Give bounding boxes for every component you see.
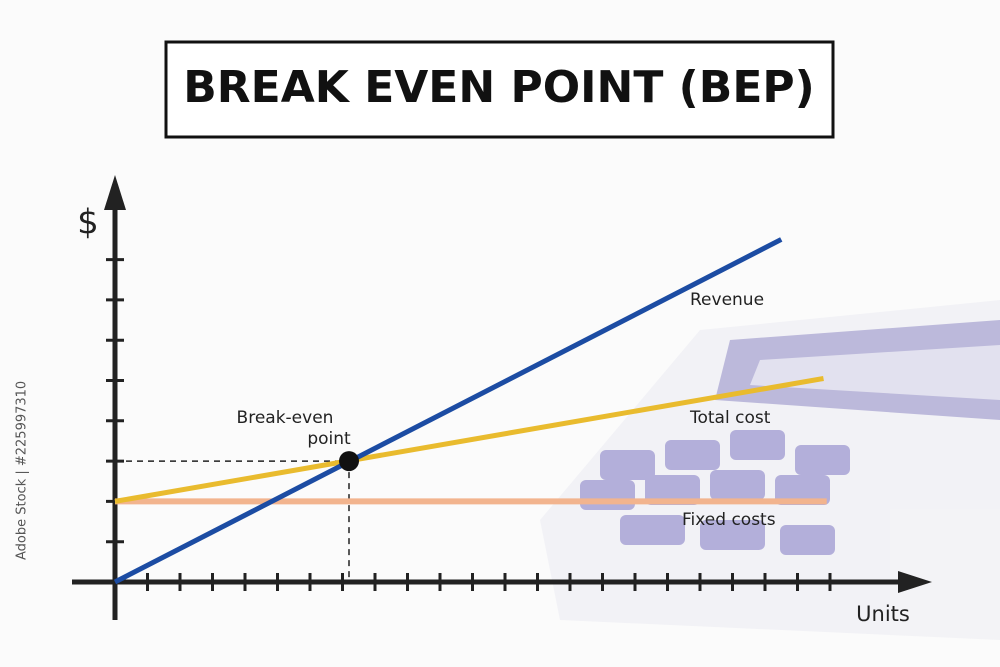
series-label: Total cost	[689, 408, 771, 428]
watermark: Adobe Stock | #225997310	[15, 381, 30, 560]
title-box	[164, 40, 835, 139]
series-line	[114, 376, 824, 504]
break-even-label: point	[307, 429, 351, 449]
break-even-label: Break-even	[237, 408, 334, 428]
series-label: Revenue	[690, 290, 764, 310]
calculator-backdrop	[540, 300, 1000, 640]
series-line	[113, 237, 783, 585]
y-axis-label: $	[77, 203, 99, 243]
x-axis-label: Units	[856, 602, 910, 626]
series-label: Fixed costs	[682, 510, 776, 530]
chart-title: BREAK EVEN POINT (BEP)	[183, 62, 815, 113]
break-even-point	[339, 451, 359, 472]
